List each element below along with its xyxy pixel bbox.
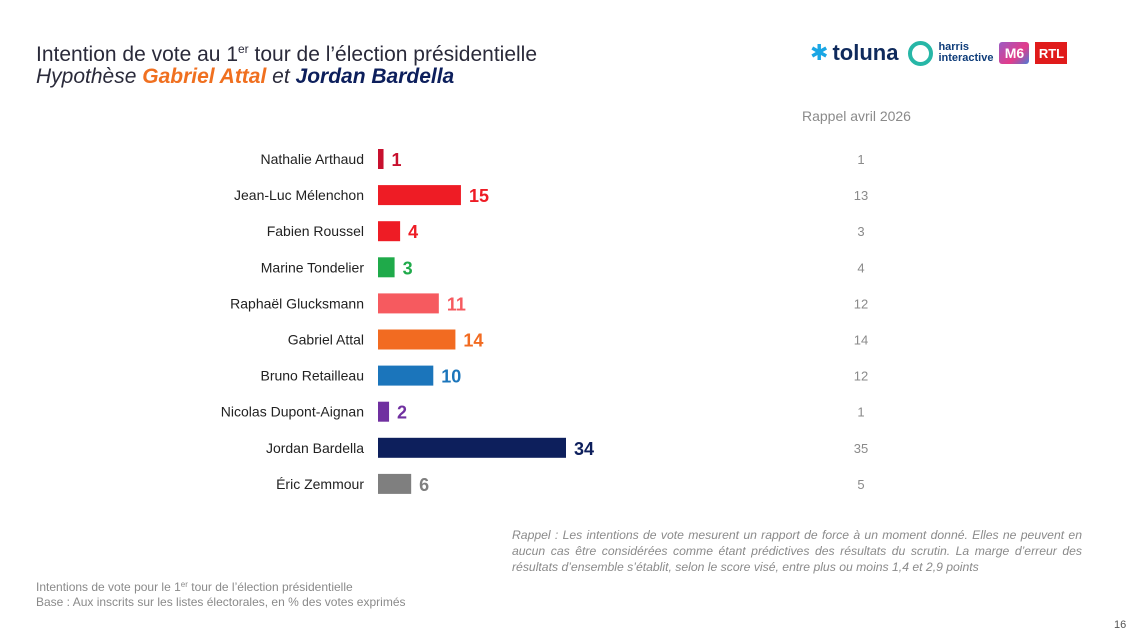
data-label: 11 [447, 294, 466, 314]
data-label: 10 [441, 367, 461, 387]
category-label: Marine Tondelier [261, 259, 365, 275]
toluna-logo: ✱ toluna [810, 40, 898, 66]
rappel-value: 1 [857, 405, 864, 420]
harris-wordmark: harris interactive [938, 42, 993, 64]
category-label: Gabriel Attal [288, 332, 364, 348]
bar [378, 185, 461, 206]
title-text-end: tour de l’élection présidentielle [248, 43, 538, 66]
m6-logo: M6 [999, 42, 1030, 64]
bar [378, 221, 401, 242]
data-label: 3 [403, 258, 413, 278]
base-line-1-text: Intentions de vote pour le 1 [36, 580, 181, 594]
toluna-wordmark: toluna [832, 40, 899, 65]
bar [378, 257, 395, 278]
category-label: Raphaël Glucksmann [230, 295, 364, 311]
rtl-logo: RTL [1035, 42, 1068, 64]
asterisk-icon: ✱ [810, 40, 829, 65]
bar [378, 401, 390, 422]
data-label: 34 [574, 439, 594, 459]
subtitle-text: Hypothèse [36, 65, 143, 88]
base-line-1: Intentions de vote pour le 1er tour de l… [36, 577, 406, 595]
bar [378, 437, 566, 458]
category-label: Nicolas Dupont-Aignan [221, 404, 364, 420]
rappel-value: 5 [857, 477, 864, 492]
subtitle-connector: et [266, 65, 296, 88]
rappel-value: 14 [854, 333, 868, 348]
rappel-value: 13 [854, 188, 868, 203]
bar [378, 473, 412, 494]
subtitle-highlight-bardella: Jordan Bardella [295, 65, 455, 88]
base-line-1-sup: er [180, 580, 188, 589]
data-label: 1 [392, 150, 402, 170]
harris-line1: harris [938, 41, 970, 53]
category-label: Nathalie Arthaud [260, 151, 364, 167]
data-label: 6 [419, 475, 429, 495]
title-superscript: er [238, 42, 249, 56]
partner-logos: ✱ toluna harris interactive M6 RTL [810, 38, 1068, 68]
category-label: Jean-Luc Mélenchon [234, 187, 364, 203]
title-text: Intention de vote au 1 [36, 43, 238, 66]
page-title: Intention de vote au 1er tour de l’élect… [36, 36, 537, 68]
harris-interactive-logo: harris interactive [908, 40, 993, 66]
rappel-value: 12 [854, 296, 868, 311]
category-label: Éric Zemmour [276, 476, 364, 492]
category-label: Jordan Bardella [266, 440, 364, 456]
subtitle-highlight-attal: Gabriel Attal [142, 65, 267, 88]
bar [378, 329, 456, 350]
data-label: 2 [397, 403, 407, 423]
data-label: 4 [408, 222, 418, 242]
base-line-2: Base : Aux inscrits sur les listes élect… [36, 595, 406, 609]
harris-line2: interactive [938, 52, 994, 64]
rappel-value: 12 [854, 369, 868, 384]
base-note: Intentions de vote pour le 1er tour de l… [36, 577, 406, 610]
data-label: 15 [469, 186, 489, 206]
rappel-column-header: Rappel avril 2026 [802, 108, 911, 124]
base-line-1-end: tour de l’élection présidentielle [187, 580, 353, 594]
data-label: 14 [463, 331, 483, 351]
page-number: 16 [1114, 619, 1127, 631]
category-label: Fabien Roussel [267, 223, 364, 239]
bar [378, 293, 439, 314]
category-label: Bruno Retailleau [260, 368, 364, 384]
page-subtitle: Hypothèse Gabriel Attal et Jordan Bardel… [36, 63, 454, 90]
rappel-value: 3 [857, 224, 864, 239]
bar [378, 365, 434, 386]
bar [378, 149, 384, 169]
rappel-value: 4 [857, 260, 864, 275]
rappel-value: 35 [854, 441, 868, 456]
ring-icon [908, 40, 934, 66]
rappel-value: 1 [857, 152, 864, 167]
rappel-note: Rappel : Les intentions de vote mesurent… [512, 528, 1082, 574]
